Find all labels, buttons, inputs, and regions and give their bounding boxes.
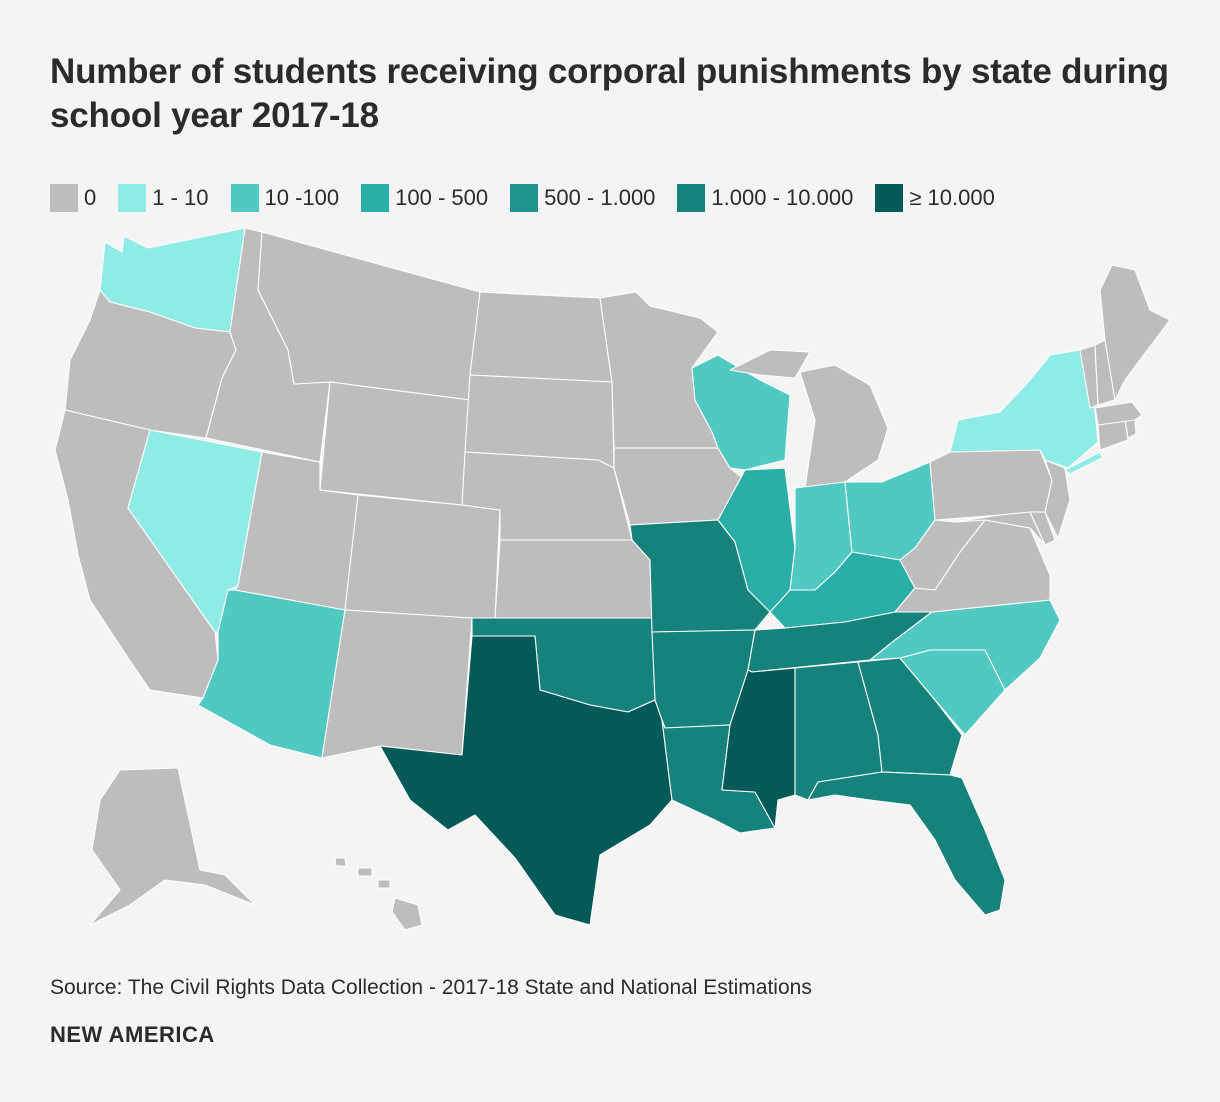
state-pennsylvania [929,449,1053,521]
legend-swatch-1 [118,184,147,212]
legend-swatch-2 [230,184,259,212]
state-colorado [344,494,501,621]
legend-item-5: 1.000 - 10.000 [677,184,853,212]
legend-item-3: 100 - 500 [361,184,488,212]
legend-item-2: 10 -100 [230,184,340,212]
state-new-mexico [321,609,473,759]
us-choropleth-map [54,227,1171,931]
source-note: Source: The Civil Rights Data Collection… [50,976,812,999]
legend-item-4: 500 - 1.000 [510,184,655,212]
legend-label-6: ≥ 10.000 [909,185,995,210]
state-new-jersey [1044,459,1071,539]
legend-swatch-0 [50,184,78,212]
legend-label-0: 0 [84,185,97,210]
state-north-dakota [469,291,613,383]
legend-swatch-6 [875,184,904,212]
state-michigan [729,349,889,489]
legend-swatch-5 [677,184,706,212]
state-delaware [1029,511,1056,546]
state-florida [807,771,1006,916]
legend-swatch-4 [510,184,539,212]
legend-label-4: 500 - 1.000 [544,185,656,210]
state-wyoming [319,381,471,506]
chart-title: Number of students receiving corporal pu… [50,52,1169,135]
state-alaska [89,767,256,926]
legend-item-0: 0 [50,184,96,212]
legend: 0 1 - 10 10 -100 100 - 500 500 - 1.000 1… [50,184,995,212]
legend-item-1: 1 - 10 [118,184,209,212]
state-massachusetts [1094,401,1143,426]
state-texas [379,635,673,926]
brand-logo: NEW AMERICA [50,1022,215,1047]
legend-label-5: 1.000 - 10.000 [711,185,854,210]
state-kansas [494,539,653,619]
legend-label-1: 1 - 10 [152,185,209,210]
legend-label-2: 10 -100 [264,185,340,210]
legend-item-6: ≥ 10.000 [875,184,995,212]
state-maine [1099,264,1171,401]
state-hawaii [334,857,423,931]
legend-swatch-3 [361,184,390,212]
legend-label-3: 100 - 500 [395,185,489,210]
